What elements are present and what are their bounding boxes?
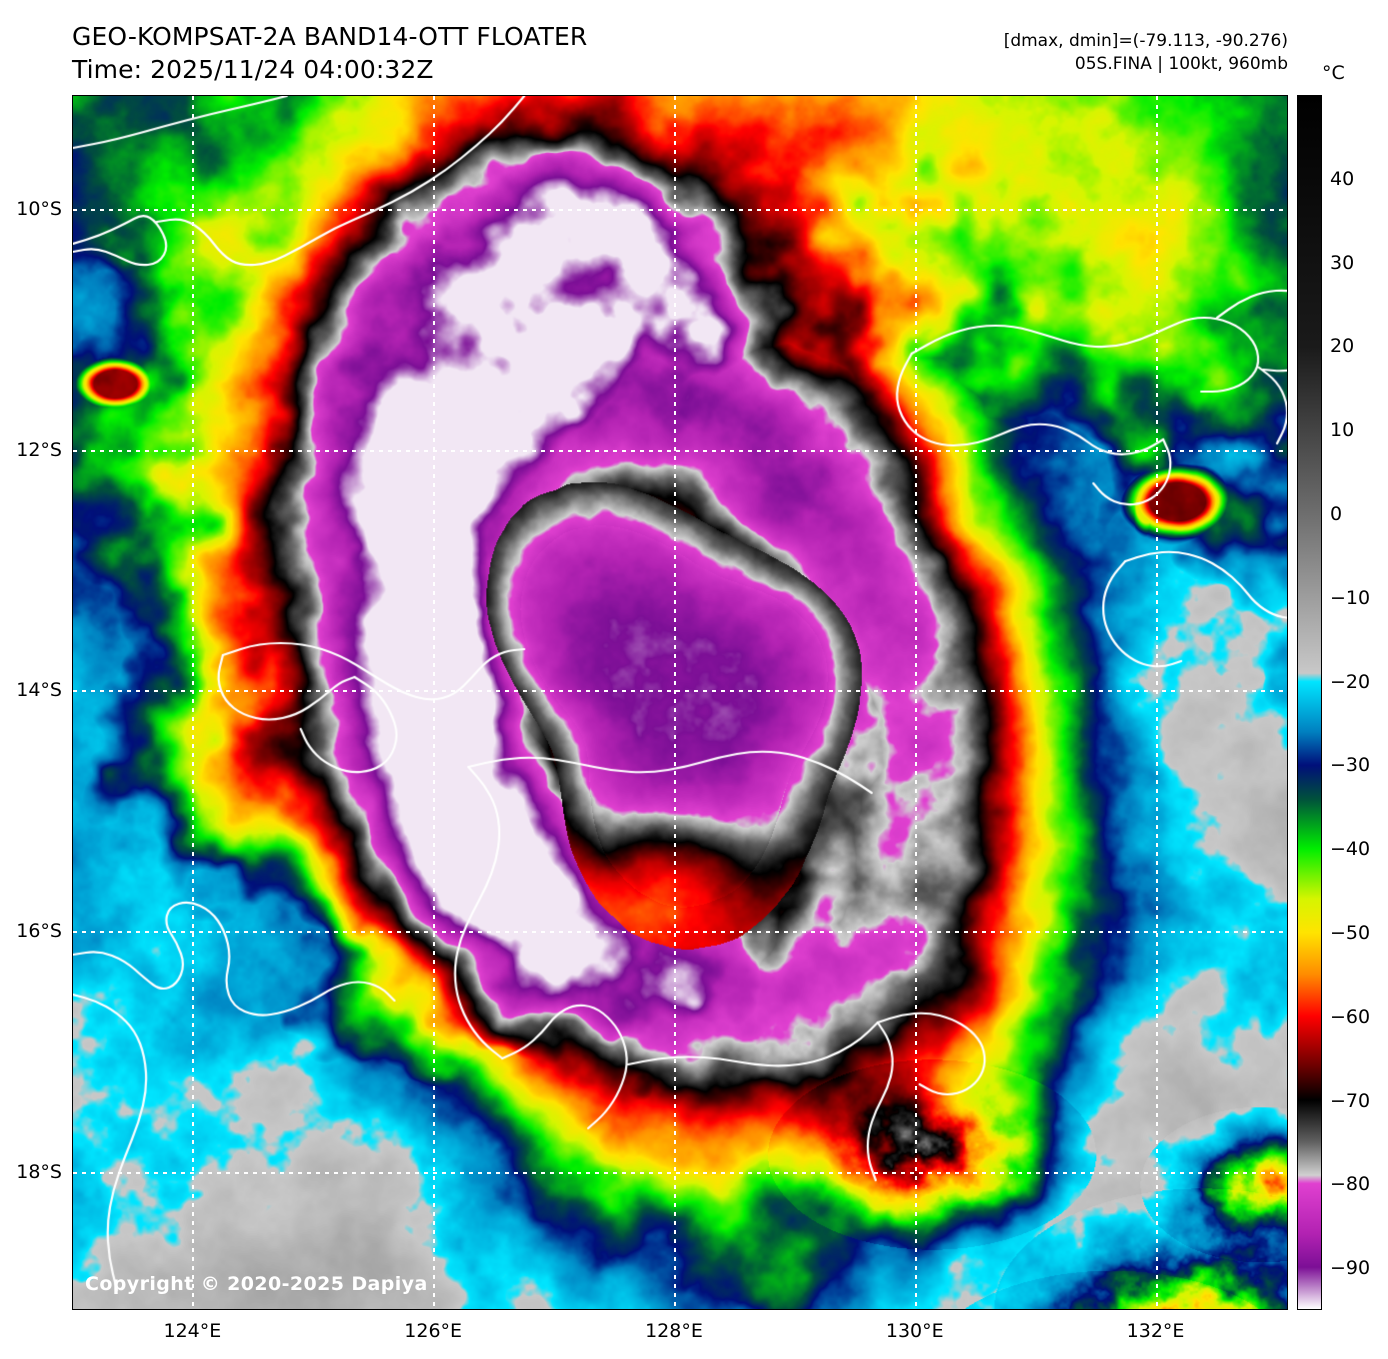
colorbar-tick-label: −60 bbox=[1330, 1005, 1371, 1028]
colorbar-tick-label: −10 bbox=[1330, 586, 1371, 609]
colorbar-tick-label: 30 bbox=[1330, 251, 1355, 274]
longitude-tick-label: 126°E bbox=[404, 1320, 463, 1342]
colorbar-tick-label: −20 bbox=[1330, 670, 1371, 693]
longitude-tick-label: 124°E bbox=[163, 1320, 222, 1342]
colorbar-gradient bbox=[1298, 96, 1321, 1309]
satellite-image-plot: Copyright © 2020-2025 Dapiya bbox=[72, 95, 1288, 1310]
latitude-tick-label: 10°S bbox=[16, 198, 62, 221]
colorbar-tick-label: −40 bbox=[1330, 838, 1371, 861]
colorbar-tick-label: −80 bbox=[1330, 1173, 1371, 1196]
metadata-block: [dmax, dmin]=(-79.113, -90.276) 05S.FINA… bbox=[1004, 30, 1288, 76]
colorbar-tick-label: 10 bbox=[1330, 419, 1355, 442]
product-title: GEO-KOMPSAT-2A BAND14-OTT FLOATER bbox=[72, 22, 588, 51]
colorbar-tick-label: 40 bbox=[1330, 167, 1355, 190]
colorbar-unit-label: °C bbox=[1322, 62, 1345, 84]
colorbar-tick-label: −70 bbox=[1330, 1089, 1371, 1112]
latitude-tick-label: 18°S bbox=[16, 1160, 62, 1183]
latitude-tick-label: 16°S bbox=[16, 920, 62, 943]
colorbar-tick-label: −90 bbox=[1330, 1257, 1371, 1280]
longitude-tick-label: 128°E bbox=[645, 1320, 703, 1342]
colorbar-tick-label: −30 bbox=[1330, 754, 1371, 777]
latitude-tick-label: 12°S bbox=[16, 438, 62, 461]
storm-info-label: 05S.FINA | 100kt, 960mb bbox=[1074, 54, 1288, 74]
data-minmax-label: [dmax, dmin]=(-79.113, -90.276) bbox=[1003, 31, 1288, 51]
latitude-tick-label: 14°S bbox=[16, 679, 62, 702]
colorbar-tick-label: 20 bbox=[1330, 335, 1355, 358]
longitude-tick-label: 132°E bbox=[1126, 1320, 1185, 1342]
infrared-satellite-imagery bbox=[73, 96, 1287, 1309]
longitude-tick-label: 130°E bbox=[885, 1320, 944, 1342]
copyright-notice: Copyright © 2020-2025 Dapiya bbox=[85, 1273, 428, 1295]
colorbar-tick-label: −50 bbox=[1330, 921, 1371, 944]
page-title: GEO-KOMPSAT-2A BAND14-OTT FLOATER Time: … bbox=[72, 20, 587, 86]
colorbar-tick-label: 0 bbox=[1330, 502, 1343, 525]
observation-time: Time: 2025/11/24 04:00:32Z bbox=[72, 55, 434, 84]
temperature-colorbar bbox=[1297, 95, 1322, 1310]
